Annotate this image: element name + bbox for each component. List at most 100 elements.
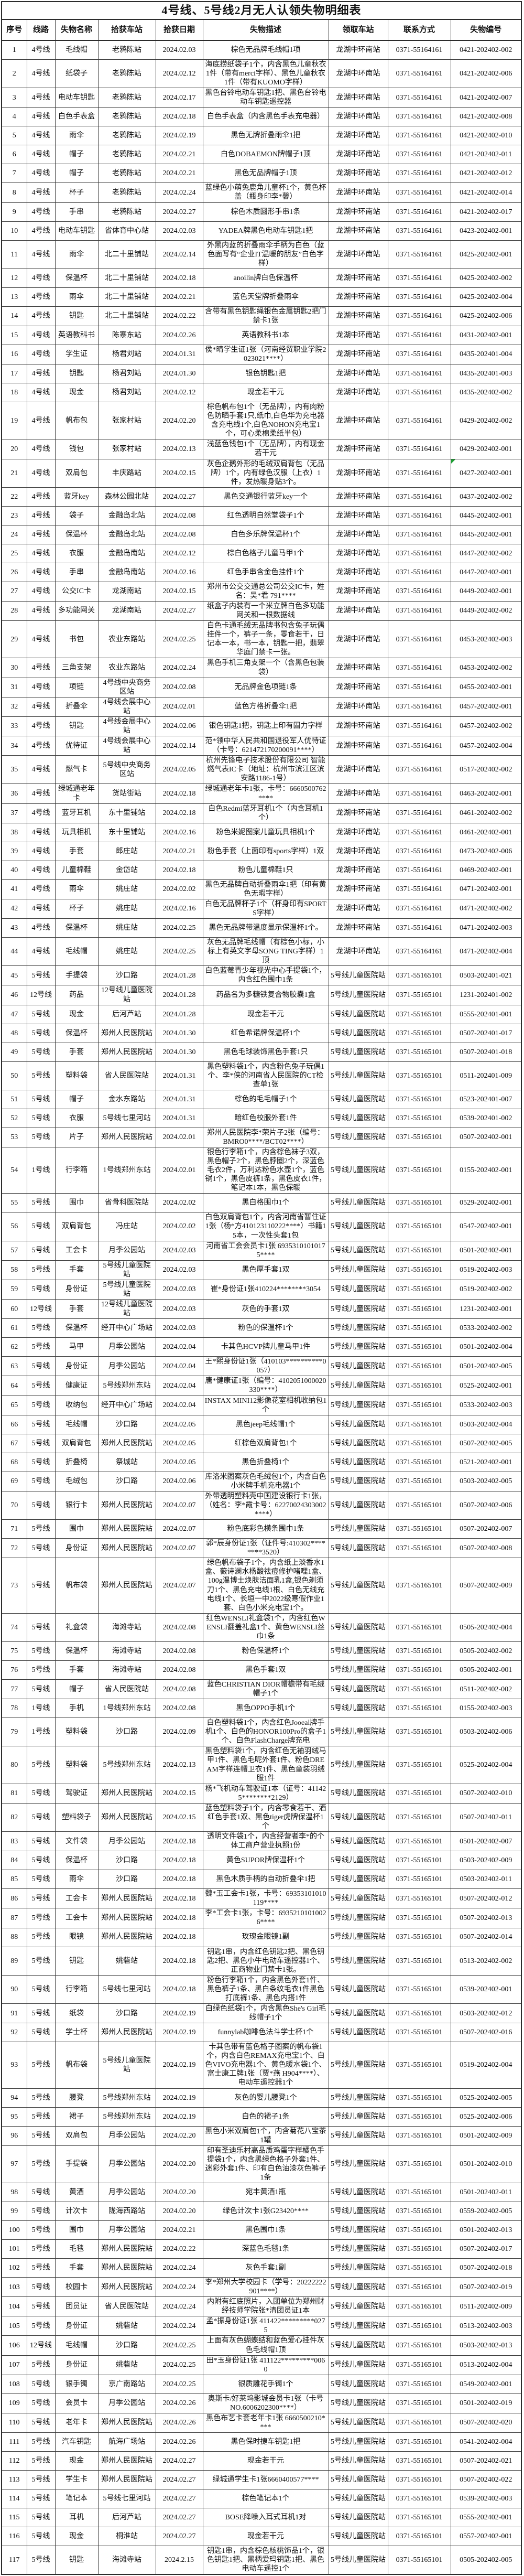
- cell-item-name: 双肩背包: [54, 1433, 99, 1453]
- cell-contact-phone: 0371-55165101: [387, 2412, 451, 2433]
- column-header-item-code: 失物编号: [450, 19, 522, 41]
- cell-item-name: 黄酒: [54, 2183, 99, 2203]
- table-row: 52 5号线 衣服 5号线七里河站 2024.01.31 暗红色校服外套1件 5号线儿童医院…: [1, 1108, 522, 1128]
- table-row: 99 5号线 计次卡 陇海西路站 2024.02.20 绿色计次卡1张G23420****…: [1, 2202, 522, 2221]
- cell-seq: 3: [1, 88, 27, 108]
- cell-found-date: 2024.02.24: [155, 183, 203, 203]
- cell-pickup-station: 5号线儿童医院站: [328, 1519, 388, 1539]
- cell-contact-phone: 0371-55164161: [387, 40, 451, 60]
- cell-item-name: 健康证: [54, 1376, 99, 1396]
- cell-seq: 21: [1, 458, 27, 488]
- cell-found-station: 郑州人民医院站: [97, 1519, 156, 1539]
- table-row: 59 5号线 身份证 5号线儿童医院站 2024.02.03 崔*身份证1张410224*…: [1, 1279, 522, 1300]
- cell-found-station: 沙口路: [97, 1414, 156, 1434]
- cell-pickup-station: 5号线儿童医院站: [328, 2393, 388, 2413]
- cell-found-station: 老鸦陈站: [97, 183, 156, 203]
- cell-item-name: 学生卡: [54, 2470, 99, 2490]
- cell-item-code: 0457-202402-004: [450, 736, 522, 756]
- cell-line: 5号线: [26, 1260, 56, 1280]
- cell-pickup-station: 龙湖中环南站: [328, 383, 388, 403]
- cell-found-station: 金水东路站: [97, 1089, 156, 1109]
- table-row: 40 4号线 儿童棉鞋 金岱站 2024.02.18 粉色儿童棉鞋1只 龙湖中环南站 0371…: [1, 860, 522, 880]
- table-row: 26 4号线 手串 金融岛南站 2024.02.16 红色手串含金色挂件1个 龙湖中环南站 0…: [1, 562, 522, 582]
- cell-seq: 4: [1, 107, 27, 127]
- cell-found-station: 老鸦陈站: [97, 40, 156, 60]
- cell-found-station: 杨君刘站: [97, 364, 156, 384]
- cell-found-date: 2024.02.27: [155, 2508, 203, 2528]
- cell-found-station: 沙口路: [97, 2003, 156, 2024]
- cell-pickup-station: 5号线儿童医院站: [328, 2107, 388, 2127]
- cell-found-station: 5号线儿童医院站: [97, 1260, 156, 1280]
- cell-pickup-station: 5号线儿童医院站: [328, 2527, 388, 2547]
- cell-item-name: 钱包: [54, 439, 99, 459]
- cell-line: 5号线: [26, 1127, 56, 1148]
- cell-item-name: 双肩背包: [54, 1212, 99, 1241]
- cell-contact-phone: 0371-55164161: [387, 402, 451, 440]
- cell-found-station: 海滩寺站: [97, 1660, 156, 1680]
- cell-pickup-station: 龙湖中环南站: [328, 506, 388, 525]
- cell-contact-phone: 0371-55165101: [387, 1783, 451, 1804]
- cell-item-name: 帽子: [54, 164, 99, 184]
- table-row: 90 5号线 行李箱 5号线七里河站 2024.02.18 粉色行李箱1个，内含黑色外套1…: [1, 1974, 522, 2004]
- cell-contact-phone: 0371-55165101: [387, 2489, 451, 2509]
- cell-seq: 72: [1, 1538, 27, 1559]
- cell-seq: 50: [1, 1061, 27, 1090]
- cell-seq: 26: [1, 562, 27, 582]
- cell-item-name: 手套: [54, 841, 99, 861]
- cell-item-description: 印有圣迪乐村高品质鸡蛋字样橘色手提袋1个，内含黑绿色格子外套1件、迷彩外套1件、…: [202, 2145, 329, 2184]
- cell-line: 5号线: [26, 2277, 56, 2298]
- cell-item-code: 0421-202402-010: [450, 126, 522, 146]
- cell-seq: 87: [1, 1908, 27, 1928]
- table-row: 62 5号线 马甲 月季公园站 2024.02.04 卡其色HCVP牌儿童马甲1件 5号线儿…: [1, 1337, 522, 1357]
- cell-pickup-station: 5号线儿童医院站: [328, 2003, 388, 2024]
- cell-seq: 27: [1, 581, 27, 602]
- cell-item-code: 0507-202402-016: [450, 2023, 522, 2043]
- cell-seq: 57: [1, 1240, 27, 1261]
- cell-seq: 35: [1, 755, 27, 785]
- cell-item-code: 0457-202402-002: [450, 716, 522, 737]
- cell-found-date: 2024.02.08: [155, 524, 203, 544]
- cell-item-description: 崔*身份证1张410224********3054: [202, 1279, 329, 1300]
- cell-line: 4号线: [26, 716, 56, 737]
- cell-seq: 49: [1, 1042, 27, 1062]
- cell-item-name: 手串: [54, 202, 99, 222]
- cell-contact-phone: 0371-55165101: [387, 1212, 451, 1241]
- cell-item-code: 0501-202402-001: [450, 1240, 522, 1261]
- table-row: 74 5号线 礼盒袋 海滩寺站 2024.02.08 红色WENSLI礼盒袋1个，内含红色…: [1, 1613, 522, 1642]
- cell-seq: 100: [1, 2220, 27, 2240]
- cell-seq: 48: [1, 1023, 27, 1043]
- cell-contact-phone: 0371-55165101: [387, 1127, 451, 1148]
- cell-item-code: 0421-202402-012: [450, 164, 522, 184]
- cell-seq: 82: [1, 1802, 27, 1832]
- table-row: 75 5号线 保温杯 海滩寺站 2024.02.08 粉色保温杯1个 5号线儿童医院站 037…: [1, 1641, 522, 1661]
- cell-item-code: 0555-202401-001: [450, 1004, 522, 1024]
- cell-item-code: 0421-202402-007: [450, 88, 522, 108]
- cell-item-description: 纸盒子内装有一个米立牌白色多功能网关和一根数据线: [202, 600, 329, 621]
- cell-contact-phone: 0371-55165101: [387, 2145, 451, 2184]
- cell-found-station: 姚砦站: [97, 2316, 156, 2336]
- cell-seq: 85: [1, 1870, 27, 1890]
- table-row: 43 4号线 保温杯 姚庄站 2024.02.25 黑色无品牌带温度显示保温杯1个。 龙湖中…: [1, 918, 522, 938]
- cell-found-date: 2024.01.30: [155, 1023, 203, 1043]
- table-row: 103 5号线 校园卡 郑州人民医院站 2024.02.24 李*郑州大学校园卡（学号：2…: [1, 2277, 522, 2298]
- cell-seq: 17: [1, 364, 27, 384]
- table-row: 11 4号线 雨伞 北二十里铺站 2024.02.14 外黑内蓝的折叠雨伞手柄为白色（蓝色…: [1, 240, 522, 269]
- cell-found-date: 2024.01.31: [155, 1061, 203, 1090]
- cell-line: 5号线: [26, 1802, 56, 1832]
- cell-seq: 112: [1, 2451, 27, 2471]
- cell-item-code: 0421-202402-002: [450, 40, 522, 60]
- table-row: 91 5号线 纸袋 沙口路 2024.02.19 白绿色纸袋1个，内含黑色She's Gi…: [1, 2003, 522, 2024]
- table-row: 101 5号线 毛毯 郑州人民医院站 2024.02.22 深蓝色毛毯1条 5号线儿童医院站…: [1, 2239, 522, 2259]
- cell-item-code: 0517-202402-002: [450, 755, 522, 785]
- cell-item-name: 三角支架: [54, 658, 99, 678]
- cell-contact-phone: 0371-55165101: [387, 2374, 451, 2394]
- table-row: 60 12号线 手套 12号线儿童医院站 2024.02.03 灰色的手套1双 5号线儿童医…: [1, 1299, 522, 1319]
- cell-contact-phone: 0371-55165101: [387, 1260, 451, 1280]
- cell-item-description: 药品名为多糖铁复合物胶囊1盒: [202, 985, 329, 1005]
- cell-item-name: 雨伞: [54, 240, 99, 269]
- cell-item-code: 0507-202402-006: [450, 1490, 522, 1520]
- cell-item-code: 0507-202402-005: [450, 1433, 522, 1453]
- cell-line: 5号线: [26, 2316, 56, 2336]
- cell-item-code: 0425-202402-006: [450, 306, 522, 326]
- cell-pickup-station: 5号线儿童医院站: [328, 2316, 388, 2336]
